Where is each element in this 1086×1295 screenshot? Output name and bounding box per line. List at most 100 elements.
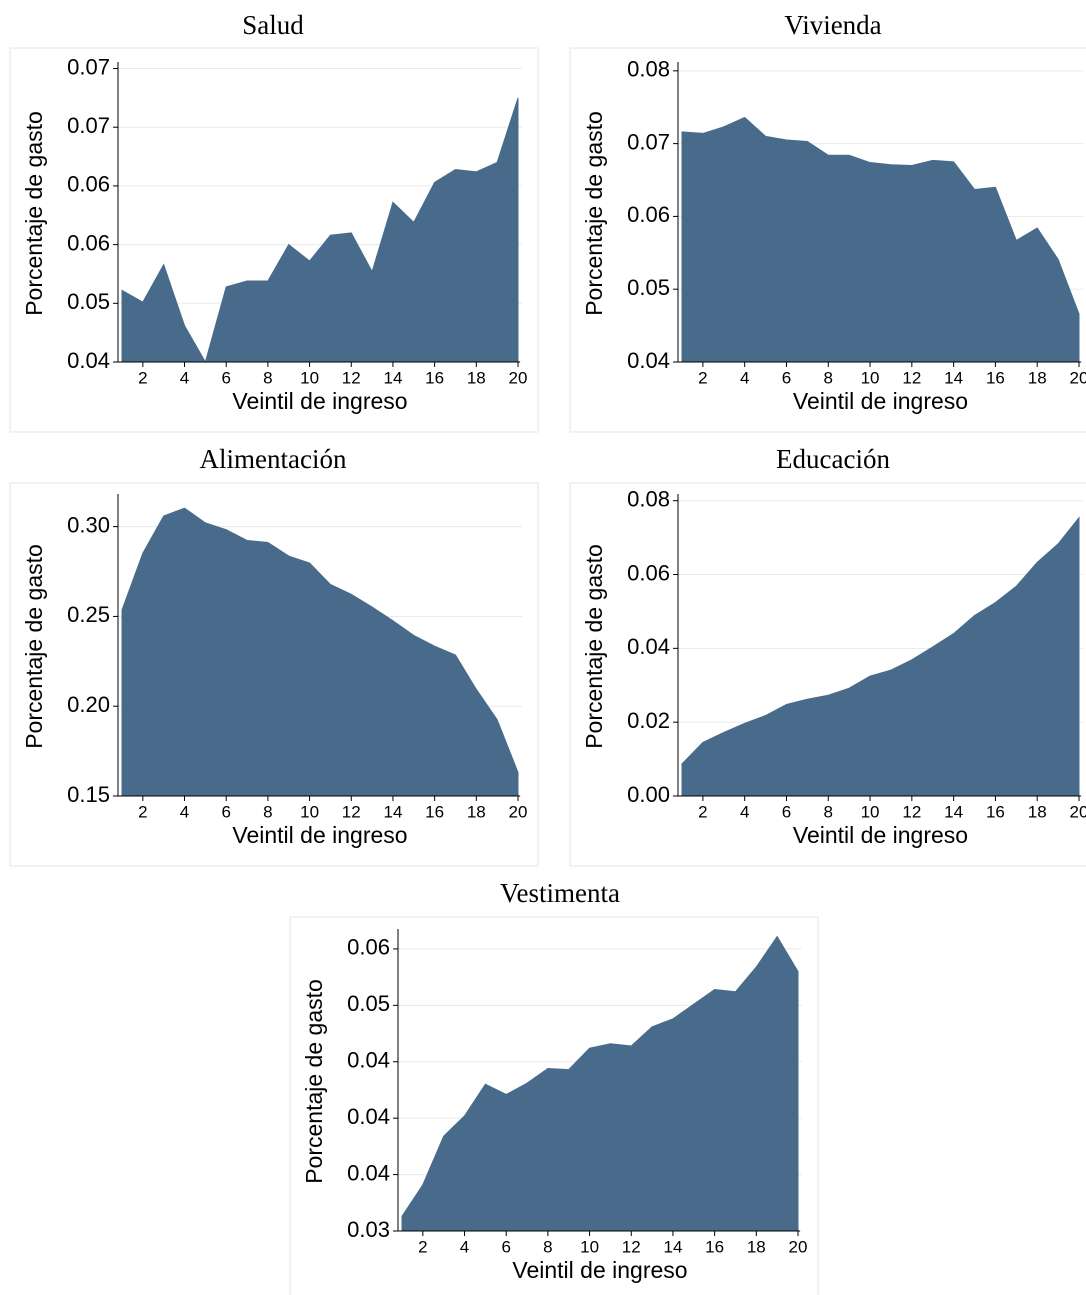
y-tick-label: 0.04 xyxy=(627,348,670,373)
x-tick-label: 20 xyxy=(509,802,528,821)
x-tick-label: 10 xyxy=(300,802,319,821)
x-tick-label: 18 xyxy=(747,1237,766,1256)
x-axis-label: Veintil de ingreso xyxy=(512,1257,687,1283)
x-axis-label: Veintil de ingreso xyxy=(793,822,968,848)
x-axis-label: Veintil de ingreso xyxy=(232,388,407,414)
y-tick-label: 0.00 xyxy=(627,782,670,807)
panel-title: Salud xyxy=(242,10,304,40)
x-tick-label: 20 xyxy=(789,1237,808,1256)
y-tick-label: 0.20 xyxy=(67,692,110,717)
x-tick-label: 2 xyxy=(138,368,147,387)
x-tick-label: 18 xyxy=(467,368,486,387)
y-tick-label: 0.07 xyxy=(627,129,670,154)
panel: Educación 0.00 0.02 0.04 0.06 0.08 2 4 6 8 10 12 14 1… xyxy=(569,444,1086,867)
x-tick-label: 8 xyxy=(824,802,833,821)
panel: Salud 0.04 0.05 0.06 0.06 0.07 0.07 2 4 6 8 10 12 14 1… xyxy=(9,10,539,433)
y-tick-label: 0.08 xyxy=(627,487,670,512)
x-tick-label: 12 xyxy=(342,802,361,821)
area xyxy=(121,97,519,364)
x-tick-label: 16 xyxy=(425,368,444,387)
y-axis-label: Porcentaje de gasto xyxy=(21,544,47,749)
x-tick-label: 14 xyxy=(383,368,402,387)
x-tick-label: 4 xyxy=(180,368,189,387)
x-tick-label: 10 xyxy=(580,1237,599,1256)
x-axis-label: Veintil de ingreso xyxy=(232,822,407,848)
x-tick-label: 10 xyxy=(300,368,319,387)
x-tick-label: 2 xyxy=(138,802,147,821)
y-tick-label: 0.05 xyxy=(627,275,670,300)
y-tick-label: 0.30 xyxy=(67,512,110,537)
y-tick-label: 0.06 xyxy=(627,202,670,227)
y-tick-label: 0.05 xyxy=(347,991,390,1016)
y-tick-label: 0.04 xyxy=(347,1048,390,1073)
panel-frame xyxy=(569,482,1086,867)
y-tick-label: 0.06 xyxy=(67,230,110,255)
x-tick-label: 8 xyxy=(824,368,833,387)
x-tick-label: 14 xyxy=(944,802,963,821)
x-tick-label: 4 xyxy=(180,802,189,821)
y-tick-label: 0.04 xyxy=(627,634,670,659)
x-tick-label: 10 xyxy=(861,802,880,821)
x-tick-label: 6 xyxy=(221,368,230,387)
area xyxy=(681,116,1080,363)
x-tick-label: 8 xyxy=(263,802,272,821)
y-tick-label: 0.02 xyxy=(627,708,670,733)
x-tick-label: 20 xyxy=(1070,368,1086,387)
x-tick-label: 14 xyxy=(383,802,402,821)
y-tick-label: 0.07 xyxy=(67,113,110,138)
x-tick-label: 6 xyxy=(782,368,791,387)
area xyxy=(121,507,519,797)
y-tick-label: 0.04 xyxy=(67,348,110,373)
x-tick-label: 20 xyxy=(509,368,528,387)
x-tick-label: 12 xyxy=(902,368,921,387)
panel: Vivienda 0.04 0.05 0.06 0.07 0.08 2 4 6 8 10 12 14 16… xyxy=(569,10,1086,433)
x-tick-label: 6 xyxy=(221,802,230,821)
panel-title: Educación xyxy=(776,444,890,474)
x-tick-label: 4 xyxy=(740,802,749,821)
x-tick-label: 18 xyxy=(467,802,486,821)
panel-title: Alimentación xyxy=(200,444,347,474)
y-axis-label: Porcentaje de gasto xyxy=(301,979,327,1184)
x-tick-label: 16 xyxy=(425,802,444,821)
x-tick-label: 20 xyxy=(1070,802,1086,821)
y-tick-label: 0.06 xyxy=(627,560,670,585)
y-tick-label: 0.04 xyxy=(347,1104,390,1129)
y-tick-label: 0.07 xyxy=(67,54,110,79)
x-tick-label: 14 xyxy=(663,1237,682,1256)
y-axis-label: Porcentaje de gasto xyxy=(21,111,47,316)
y-tick-label: 0.06 xyxy=(67,172,110,197)
x-tick-label: 16 xyxy=(986,802,1005,821)
panel-title: Vivienda xyxy=(784,10,881,40)
x-tick-label: 4 xyxy=(740,368,749,387)
x-axis-label: Veintil de ingreso xyxy=(793,388,968,414)
y-tick-label: 0.04 xyxy=(347,1160,390,1185)
y-tick-label: 0.08 xyxy=(627,57,670,82)
y-tick-label: 0.25 xyxy=(67,602,110,627)
x-tick-label: 12 xyxy=(342,368,361,387)
y-tick-label: 0.03 xyxy=(347,1217,390,1242)
panel: Vestimenta 0.03 0.04 0.04 0.04 0.05 0.06 2 4 6 8 10… xyxy=(289,878,819,1295)
y-tick-label: 0.15 xyxy=(67,782,110,807)
x-tick-label: 12 xyxy=(902,802,921,821)
y-axis-label: Porcentaje de gasto xyxy=(581,111,607,316)
x-tick-label: 8 xyxy=(263,368,272,387)
x-tick-label: 10 xyxy=(861,368,880,387)
x-tick-label: 18 xyxy=(1028,368,1047,387)
y-axis-label: Porcentaje de gasto xyxy=(581,544,607,749)
y-tick-label: 0.06 xyxy=(347,935,390,960)
panel-frame xyxy=(289,916,819,1295)
x-tick-label: 14 xyxy=(944,368,963,387)
area xyxy=(681,516,1080,797)
panel-title: Vestimenta xyxy=(500,878,620,908)
y-tick-label: 0.05 xyxy=(67,289,110,314)
panel: Alimentación 0.15 0.20 0.25 0.30 2 4 6 8 10 12 14 16… xyxy=(9,444,539,867)
x-tick-label: 12 xyxy=(622,1237,641,1256)
x-tick-label: 2 xyxy=(698,368,707,387)
x-tick-label: 2 xyxy=(418,1237,427,1256)
x-tick-label: 6 xyxy=(501,1237,510,1256)
x-tick-label: 8 xyxy=(543,1237,552,1256)
panel-frame xyxy=(9,482,539,867)
area xyxy=(401,935,799,1232)
x-tick-label: 2 xyxy=(698,802,707,821)
